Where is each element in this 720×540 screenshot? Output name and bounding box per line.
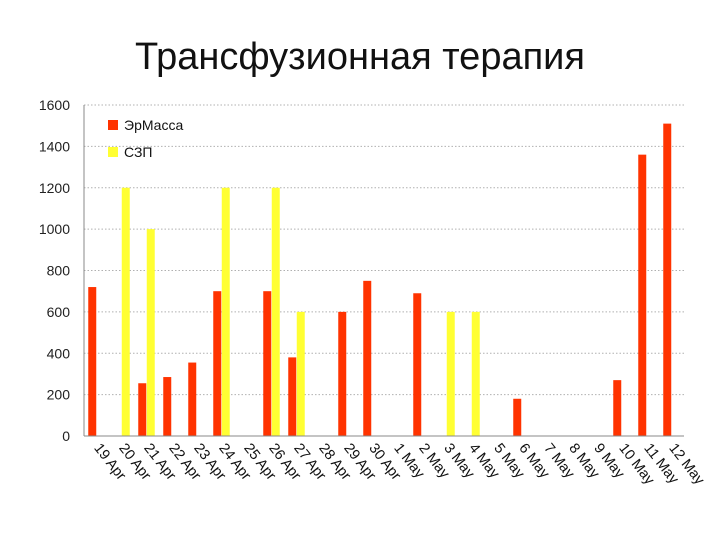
bar-erm-3 [163,377,172,436]
legend-label: СЗП [124,144,152,160]
legend-swatch [108,147,118,157]
bar-szp-2 [146,229,155,436]
y-tick-label: 400 [47,345,71,361]
axes [83,105,684,437]
y-tick-label: 1400 [39,138,70,154]
bar-szp-14 [446,311,455,436]
y-tick-label: 0 [62,428,70,444]
y-tick-label: 1000 [39,221,70,237]
chart-title: Трансфузионная терапия [135,36,585,78]
bar-erm-23 [663,123,672,437]
y-tick-label: 200 [47,387,71,403]
bar-erm-5 [213,291,222,436]
y-tick-labels: 0 200 400 600 800 1000 1200 1400 1600 [39,97,70,444]
bar-erm-21 [613,380,622,436]
legend: ЭрМасса СЗП [108,117,183,160]
bar-erm-17 [513,398,522,436]
bar-erm-13 [413,293,422,436]
bar-szp-1 [121,187,130,436]
bar-szp-7 [271,187,280,436]
bar-erm-2 [138,383,147,436]
bar-szp-15 [471,311,480,436]
legend-swatch [108,120,118,130]
bar-erm-7 [263,291,272,436]
bar-erm-10 [338,311,347,436]
y-tick-label: 1200 [39,180,70,196]
bar-erm-0 [88,287,97,436]
bar-erm-22 [638,154,647,436]
bar-szp-8 [296,311,305,436]
bar-erm-11 [363,280,372,436]
legend-label: ЭрМасса [124,117,183,133]
bar-erm-8 [288,357,297,436]
y-tick-label: 800 [47,263,71,279]
gridlines [84,104,684,396]
bar-erm-4 [188,362,197,436]
y-tick-label: 600 [47,304,71,320]
bar-szp-5 [221,187,230,436]
bars [88,123,672,437]
y-tick-label: 1600 [39,97,70,113]
